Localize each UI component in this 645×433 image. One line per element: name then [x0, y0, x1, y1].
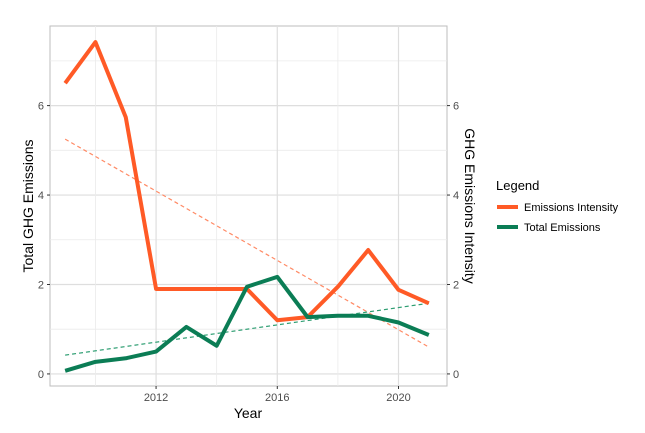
x-tick-label: 2020	[386, 392, 410, 404]
trendline-total-emissions-trend	[65, 302, 429, 356]
y-tick-label: 4	[38, 190, 44, 202]
x-tick-label: 2012	[144, 392, 168, 404]
y-tick-label: 0	[38, 369, 44, 381]
y-tick-label: 6	[38, 101, 44, 113]
y-right-tick-label: 2	[453, 279, 459, 291]
y-axis-title: Total GHG Emissions	[20, 139, 36, 272]
y-right-tick-label: 4	[453, 190, 459, 202]
y-right-tick-label: 0	[453, 369, 459, 381]
legend: Legend Emissions Intensity Total Emissio…	[496, 178, 619, 234]
x-axis-title: Year	[234, 405, 263, 421]
y-right-tick-label: 6	[453, 101, 459, 113]
x-tick-label: 2016	[265, 392, 289, 404]
plot-panel	[49, 25, 448, 387]
legend-label-emissions-intensity: Emissions Intensity	[524, 202, 619, 214]
y-axis-right-title: GHG Emissions Intensity	[462, 128, 478, 284]
legend-label-total-emissions: Total Emissions	[524, 222, 601, 234]
y-tick-label: 2	[38, 279, 44, 291]
legend-title: Legend	[496, 178, 539, 193]
